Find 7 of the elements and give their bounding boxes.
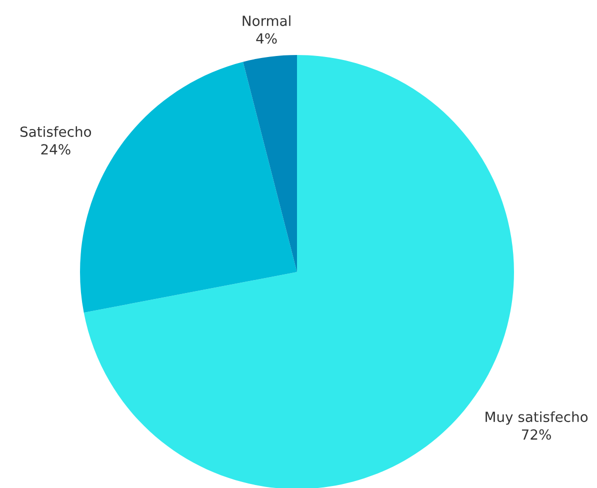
pie-slice [243,55,297,272]
data-label: 24% [41,144,70,155]
data-label: 4% [256,33,277,44]
slice-label: Satisfecho [20,126,92,137]
slice-label: Normal [242,15,290,26]
data-label: 72% [522,429,551,440]
slice-label: Muy satisfecho [486,411,588,425]
